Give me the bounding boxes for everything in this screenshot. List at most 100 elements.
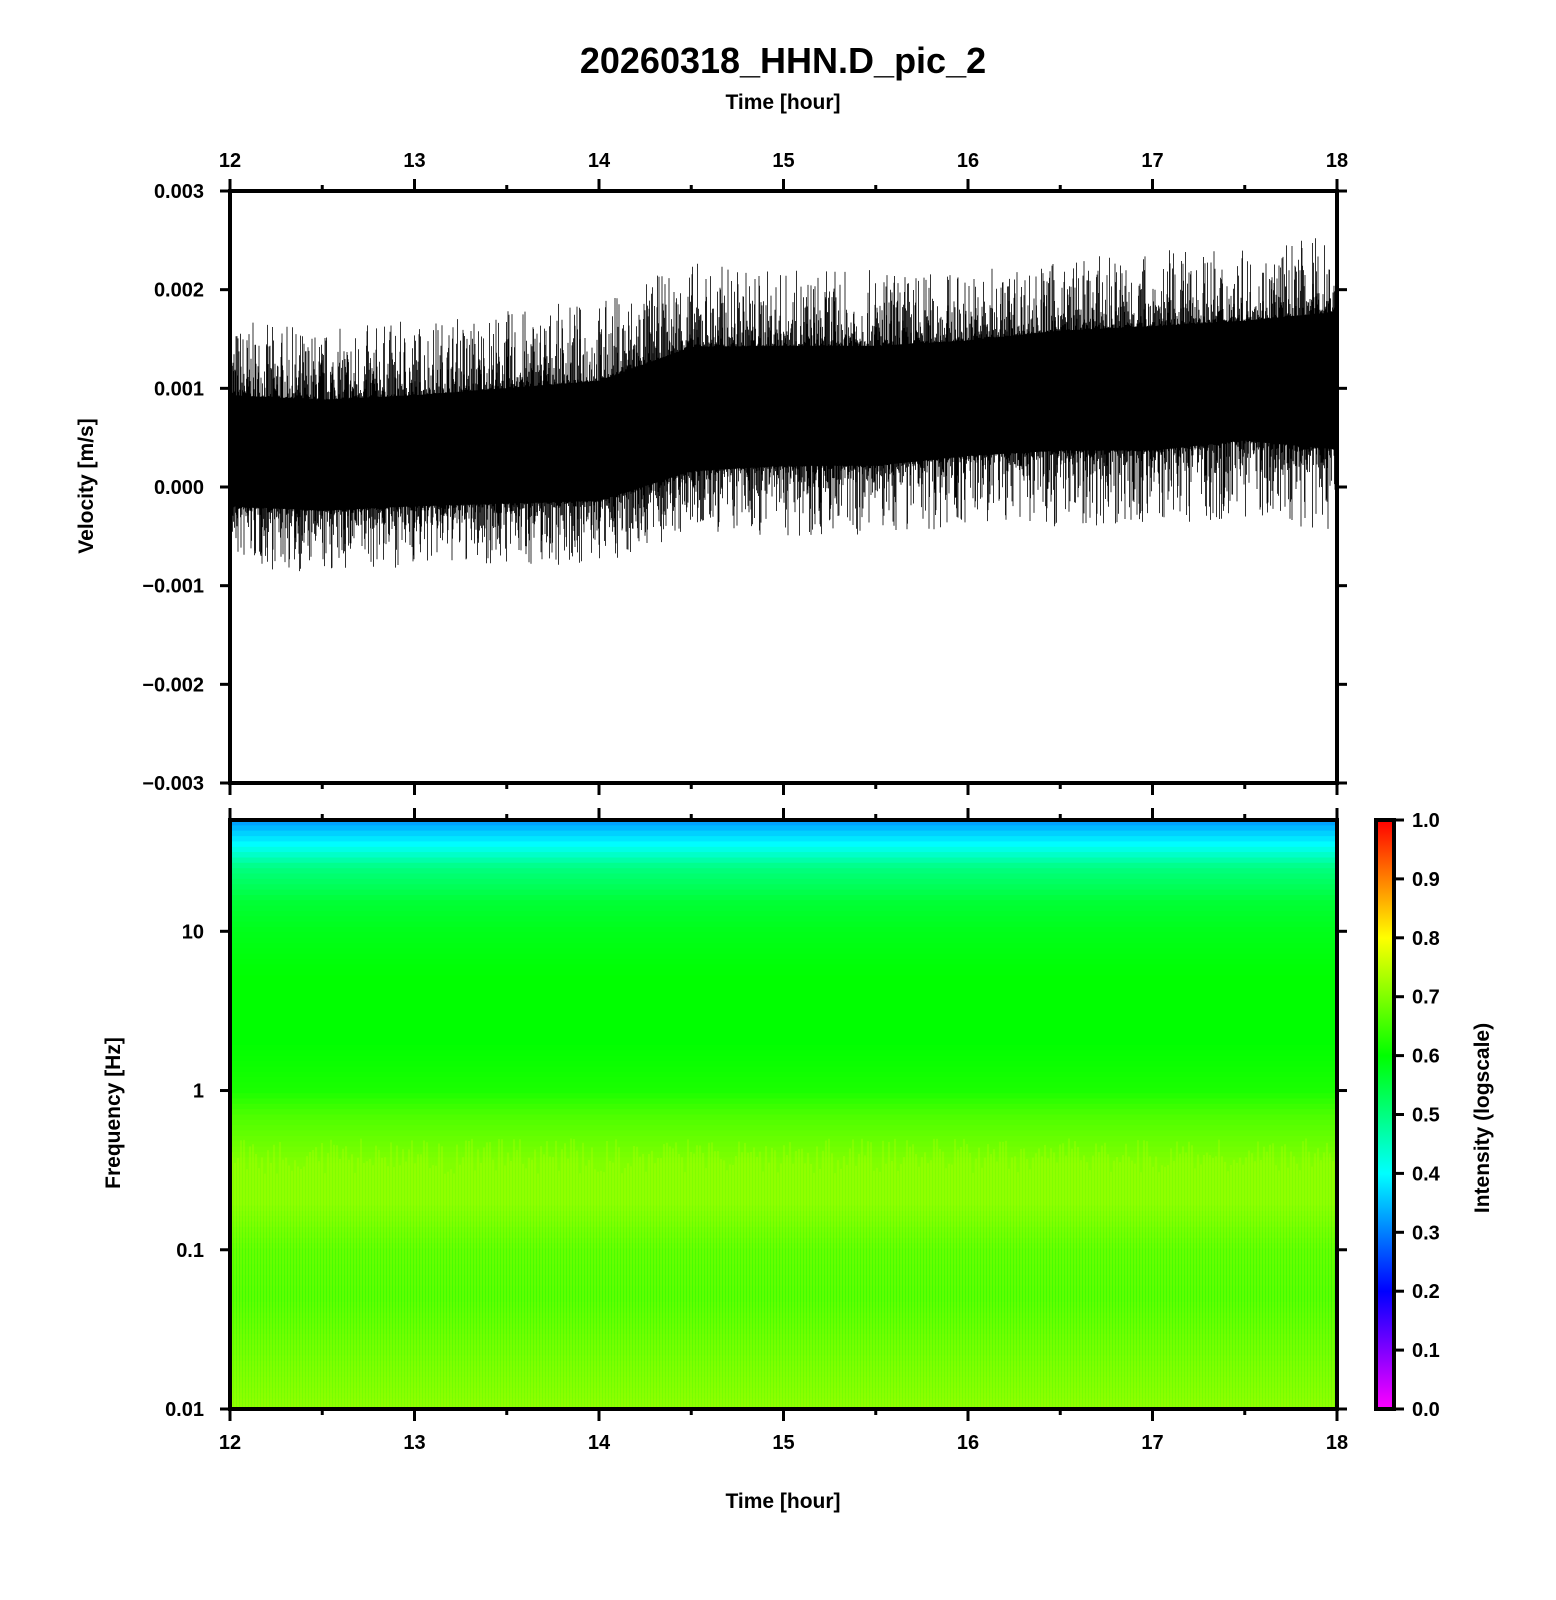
frequency-y-tick-label: 0.1 bbox=[176, 1240, 204, 1262]
spectrogram-band bbox=[230, 873, 1337, 880]
spectrogram-band bbox=[230, 1210, 1337, 1217]
bottom-x-tick-label: 12 bbox=[219, 1432, 241, 1454]
bottom-x-tick-label: 17 bbox=[1141, 1432, 1163, 1454]
spectrogram-band bbox=[230, 1034, 1337, 1041]
spectrogram-band bbox=[230, 1328, 1337, 1335]
spectrogram-band bbox=[230, 1226, 1337, 1233]
spectrogram-band bbox=[230, 820, 1337, 826]
spectrogram-band bbox=[230, 911, 1337, 917]
spectrogram-band bbox=[230, 905, 1337, 912]
spectrogram-band bbox=[230, 1189, 1337, 1196]
spectrogram-band bbox=[230, 1355, 1337, 1362]
spectrogram-band bbox=[230, 1382, 1337, 1389]
colorbar-tick-label: 0.7 bbox=[1412, 987, 1440, 1009]
spectrogram-band bbox=[230, 1232, 1337, 1239]
spectrogram-band bbox=[230, 852, 1337, 859]
velocity-y-tick-label: 0.002 bbox=[154, 280, 204, 302]
spectrogram-band bbox=[230, 1130, 1337, 1137]
colorbar-tick-label: 0.0 bbox=[1412, 1399, 1440, 1421]
spectrogram-band bbox=[230, 916, 1337, 923]
spectrogram-band bbox=[230, 1269, 1337, 1276]
spectrogram-band bbox=[230, 980, 1337, 987]
bottom-x-axis-label: Time [hour] bbox=[725, 1490, 840, 1513]
spectrogram-band bbox=[230, 1119, 1337, 1126]
spectrogram-band bbox=[230, 1109, 1337, 1116]
spectrogram-band bbox=[230, 1050, 1337, 1057]
spectrogram-band bbox=[230, 1312, 1337, 1319]
spectrogram-band bbox=[230, 1200, 1337, 1207]
bottom-x-tick-label: 16 bbox=[957, 1432, 979, 1454]
spectrogram-band bbox=[230, 1264, 1337, 1271]
spectrogram-band bbox=[230, 1114, 1337, 1121]
top-x-axis-label: Time [hour] bbox=[725, 91, 840, 114]
spectrogram-band bbox=[230, 889, 1337, 896]
velocity-y-tick-label: −0.001 bbox=[142, 576, 204, 598]
spectrogram-band bbox=[230, 1366, 1337, 1373]
spectrogram-band bbox=[230, 1018, 1337, 1025]
spectrogram-band bbox=[230, 1291, 1337, 1298]
spectrogram-band bbox=[230, 1237, 1337, 1244]
spectrogram-band bbox=[230, 1178, 1337, 1185]
frequency-y-axis-label: Frequency [Hz] bbox=[102, 1037, 125, 1189]
spectrogram-band bbox=[230, 1007, 1337, 1014]
spectrogram-band bbox=[230, 1184, 1337, 1191]
top-x-tick-label: 17 bbox=[1141, 150, 1163, 172]
spectrogram-band bbox=[230, 836, 1337, 843]
spectrogram-band bbox=[230, 1398, 1337, 1405]
spectrogram-band bbox=[230, 1205, 1337, 1212]
spectrogram-band bbox=[230, 1339, 1337, 1346]
colorbar-tick-label: 0.8 bbox=[1412, 928, 1440, 950]
spectrogram-band bbox=[230, 948, 1337, 955]
spectrogram-band bbox=[230, 868, 1337, 875]
top-x-tick-label: 18 bbox=[1326, 150, 1348, 172]
spectrogram-band bbox=[230, 1087, 1337, 1094]
spectrogram-band bbox=[230, 1243, 1337, 1249]
spectrogram-band bbox=[230, 1066, 1337, 1073]
spectrogram-band bbox=[230, 1061, 1337, 1067]
spectrogram-band bbox=[230, 830, 1337, 837]
top-x-tick-label: 14 bbox=[588, 150, 611, 172]
velocity-y-axis-label: Velocity [m/s] bbox=[75, 418, 98, 553]
spectrogram-band bbox=[230, 1275, 1337, 1282]
velocity-trace bbox=[230, 238, 1336, 572]
spectrogram-band bbox=[230, 1371, 1337, 1378]
colorbar-tick-label: 0.4 bbox=[1412, 1163, 1441, 1185]
spectrogram-band bbox=[230, 1221, 1337, 1228]
spectrogram-band bbox=[230, 964, 1337, 971]
colorbar-tick-label: 0.2 bbox=[1412, 1281, 1440, 1303]
colorbar-label: Intensity (logscale) bbox=[1471, 1023, 1494, 1213]
colorbar-tick-label: 0.5 bbox=[1412, 1105, 1440, 1127]
spectrogram-band bbox=[230, 937, 1337, 944]
spectrogram bbox=[230, 820, 1337, 1410]
velocity-waveform bbox=[230, 238, 1336, 572]
spectrogram-band bbox=[230, 1002, 1337, 1009]
bottom-x-tick-label: 18 bbox=[1326, 1432, 1348, 1454]
spectrogram-band bbox=[230, 878, 1337, 885]
top-x-tick-label: 15 bbox=[772, 150, 794, 172]
spectrogram-band bbox=[230, 1301, 1337, 1308]
spectrogram-band bbox=[230, 1253, 1337, 1260]
spectrogram-band bbox=[230, 1344, 1337, 1351]
spectrogram-band bbox=[230, 1403, 1337, 1410]
frequency-y-tick-label: 1 bbox=[193, 1081, 204, 1103]
spectrogram-band bbox=[230, 1162, 1337, 1169]
tick-labels: 12 12 13 13 14 14 15 15 16 16 17 17 18 18 0.003 0.002 0.… bbox=[142, 150, 1440, 1454]
spectrogram-band bbox=[230, 1360, 1337, 1367]
spectrogram-band bbox=[230, 943, 1337, 950]
spectrogram-band bbox=[230, 1146, 1337, 1153]
spectrogram-band bbox=[230, 862, 1337, 869]
spectrogram-band bbox=[230, 1082, 1337, 1089]
spectrogram-band bbox=[230, 1055, 1337, 1062]
spectrogram-band bbox=[230, 1318, 1337, 1324]
spectrogram-band bbox=[230, 986, 1337, 992]
colorbar bbox=[1374, 818, 1396, 1411]
spectrogram-band bbox=[230, 1098, 1337, 1105]
bottom-x-tick-label: 13 bbox=[403, 1432, 425, 1454]
spectrogram-band bbox=[230, 1376, 1337, 1383]
spectrogram-band bbox=[230, 1173, 1337, 1180]
spectrogram-band bbox=[230, 1259, 1337, 1266]
spectrogram-band bbox=[230, 1125, 1337, 1132]
spectrogram-band bbox=[230, 1103, 1337, 1110]
spectrogram-band bbox=[230, 895, 1337, 901]
